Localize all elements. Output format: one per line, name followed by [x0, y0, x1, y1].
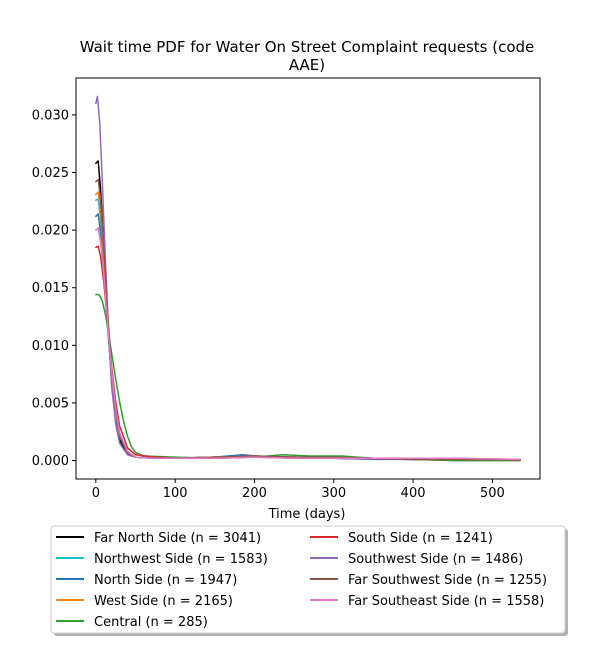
- plot-frame: [75, 77, 541, 480]
- legend-box: [50, 525, 566, 634]
- y-axis: 0.000 0.005 0.010 0.015 0.020 0.025 0.030: [32, 108, 76, 469]
- x-tick-label: 500: [480, 486, 505, 501]
- x-axis: 0 100 200 300 400 500: [92, 479, 505, 501]
- y-tick-label: 0.005: [32, 396, 69, 411]
- legend-label-8: Far Southeast Side (n = 1558): [348, 594, 544, 609]
- legend-label-5: South Side (n = 1241): [348, 531, 493, 546]
- x-axis-label: Time (days): [268, 507, 346, 522]
- x-tick-label: 300: [321, 486, 346, 501]
- series-layer: [95, 95, 521, 462]
- series-line-8: [95, 227, 521, 461]
- x-tick-label: 100: [163, 486, 188, 501]
- legend-label-6: Southwest Side (n = 1486): [348, 552, 523, 567]
- x-tick-label: 400: [401, 486, 426, 501]
- legend-label-7: Far Southwest Side (n = 1255): [348, 573, 547, 588]
- chart-title-line-2: AAE): [289, 56, 325, 74]
- plot-area: [76, 78, 540, 479]
- legend-label-2: North Side (n = 1947): [94, 573, 237, 588]
- y-tick-label: 0.015: [32, 281, 69, 296]
- y-tick-label: 0.020: [32, 224, 69, 239]
- legend-label-0: Far North Side (n = 3041): [94, 531, 261, 546]
- legend-label-4: Central (n = 285): [94, 615, 208, 630]
- y-tick-label: 0.030: [32, 108, 69, 123]
- legend-label-1: Northwest Side (n = 1583): [94, 552, 268, 567]
- legend: Far North Side (n = 3041) Northwest Side …: [50, 525, 568, 636]
- x-tick-label: 0: [92, 486, 100, 501]
- y-tick-label: 0.010: [32, 339, 69, 354]
- legend-label-3: West Side (n = 2165): [94, 594, 233, 609]
- y-tick-label: 0.000: [32, 454, 69, 469]
- legend-items: Far North Side (n = 3041) Northwest Side …: [56, 531, 547, 630]
- chart-title-line-1: Wait time PDF for Water On Street Compla…: [80, 38, 535, 56]
- y-tick-label: 0.025: [32, 166, 69, 181]
- x-tick-label: 200: [242, 486, 267, 501]
